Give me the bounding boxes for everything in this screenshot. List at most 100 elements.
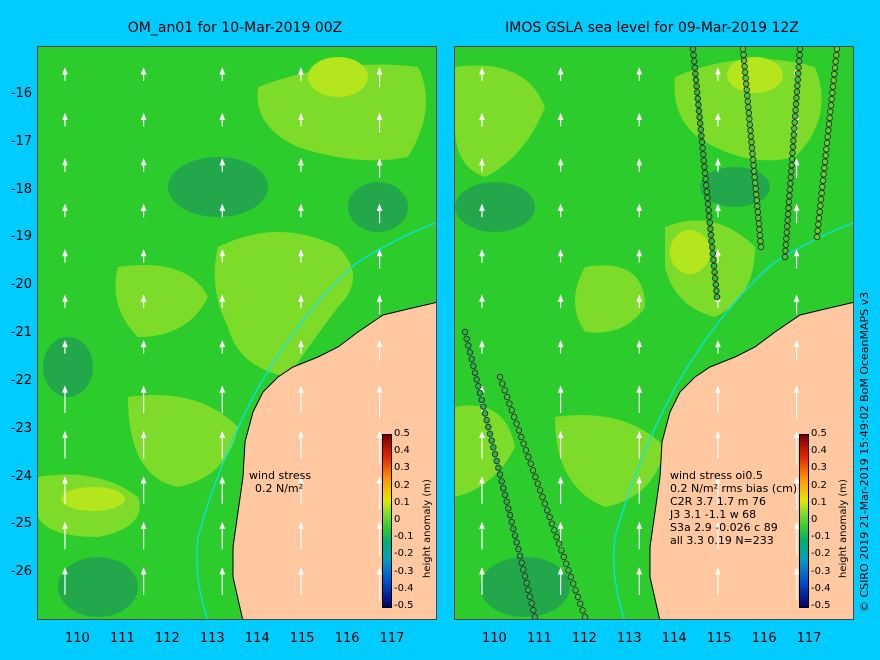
colorbar-tick-label: -0.2 (394, 548, 414, 560)
anomaly-high (257, 64, 426, 161)
track-point (706, 219, 713, 226)
wind-arrow-head (557, 476, 564, 484)
anomaly-peak (670, 230, 710, 274)
track-point (693, 83, 700, 90)
track-point (470, 362, 477, 370)
track-point (748, 138, 755, 146)
colorbar-gradient (382, 434, 392, 608)
track-point (572, 587, 579, 594)
track-point (790, 131, 798, 138)
track-point (785, 204, 792, 212)
track-point (520, 566, 527, 573)
track-point (691, 64, 698, 71)
stats-row: J3 3.1 -1.1 w 68 (670, 508, 757, 521)
wind-arrow-head (479, 203, 485, 211)
track-point (689, 47, 697, 53)
track-point (534, 480, 541, 487)
track-point (744, 92, 751, 99)
track-point (510, 525, 517, 532)
track-point (700, 157, 707, 164)
track-point (699, 144, 706, 152)
track-point (480, 403, 487, 410)
track-point (491, 450, 499, 458)
track-point (468, 355, 475, 363)
track-point (796, 51, 803, 59)
track-point (712, 281, 719, 288)
track-point (792, 100, 800, 108)
stats-row: C2R 3.7 1.7 m 76 (670, 495, 767, 508)
wind-arrow-head (219, 294, 226, 302)
wind-arrow-head (140, 476, 147, 484)
wind-arrow-head (793, 249, 800, 257)
track-point (471, 369, 479, 376)
track-point (508, 518, 515, 526)
track-point (522, 447, 530, 454)
wind-arrow-head (219, 249, 226, 257)
legend-line-1: wind stress (249, 469, 312, 482)
track-point (541, 500, 549, 507)
x-tick-label: 112 (154, 631, 180, 646)
track-point (823, 139, 831, 147)
track-point (745, 109, 753, 117)
track-point (782, 247, 789, 255)
x-tick-label: 111 (526, 631, 552, 646)
colorbar-tick-label: -0.4 (394, 582, 414, 594)
track-point (826, 114, 833, 122)
x-tick-label: 116 (751, 631, 777, 646)
left-panel-title: OM_an01 for 10-Mar-2019 00Z (127, 20, 343, 36)
wind-arrow-head (298, 203, 304, 211)
wind-arrow-head (140, 112, 147, 120)
wind-arrow-head (636, 521, 643, 529)
wind-arrow-head (298, 249, 304, 257)
wind-arrow-head (479, 339, 485, 348)
wind-arrow-head (715, 249, 721, 257)
x-tick-label: 110 (482, 631, 507, 646)
track-point (743, 86, 750, 93)
wind-arrow-head (62, 203, 68, 211)
anomaly-high (214, 232, 353, 377)
colorbar-tick-label: -0.3 (394, 565, 414, 577)
track-point (814, 227, 821, 234)
track-point (787, 168, 795, 175)
shelf-contour (196, 222, 436, 619)
track-point (701, 163, 708, 170)
wind-arrow-head (376, 67, 383, 75)
wind-arrows (62, 67, 383, 601)
anomaly-high (115, 265, 208, 337)
track-point (796, 47, 804, 53)
colorbar-tick-label: 0.1 (394, 496, 410, 508)
track-point (692, 70, 699, 77)
wind-arrow-head (298, 158, 304, 166)
track-point (702, 175, 709, 183)
track-point (544, 507, 551, 514)
track-point (750, 168, 758, 175)
track-point (486, 430, 494, 437)
track-point (493, 457, 500, 465)
colorbar-tick-label: 0.1 (811, 496, 827, 508)
track-point (581, 613, 589, 619)
track-point (565, 567, 572, 574)
track-point (753, 197, 760, 204)
x-tick-label: 117 (796, 631, 822, 646)
wind-arrow-head (479, 249, 485, 257)
track-point (558, 547, 565, 554)
track-point (697, 126, 704, 133)
track-point (713, 293, 721, 301)
track-point (818, 189, 825, 197)
wind-arrow-head (715, 339, 721, 348)
track-point (829, 89, 836, 97)
track-point (506, 400, 513, 407)
track-point (813, 233, 821, 241)
track-point (831, 64, 839, 71)
track-point (525, 453, 532, 461)
wind-arrow-head (479, 430, 485, 439)
track-point (820, 171, 827, 178)
track-point (513, 539, 520, 546)
track-point (828, 95, 835, 103)
track-point (787, 180, 794, 187)
right-map-panel[interactable] (454, 46, 854, 620)
wind-arrow-head (298, 385, 304, 393)
track-point (782, 241, 790, 248)
left-map-panel[interactable] (37, 46, 437, 620)
track-point (816, 208, 823, 216)
